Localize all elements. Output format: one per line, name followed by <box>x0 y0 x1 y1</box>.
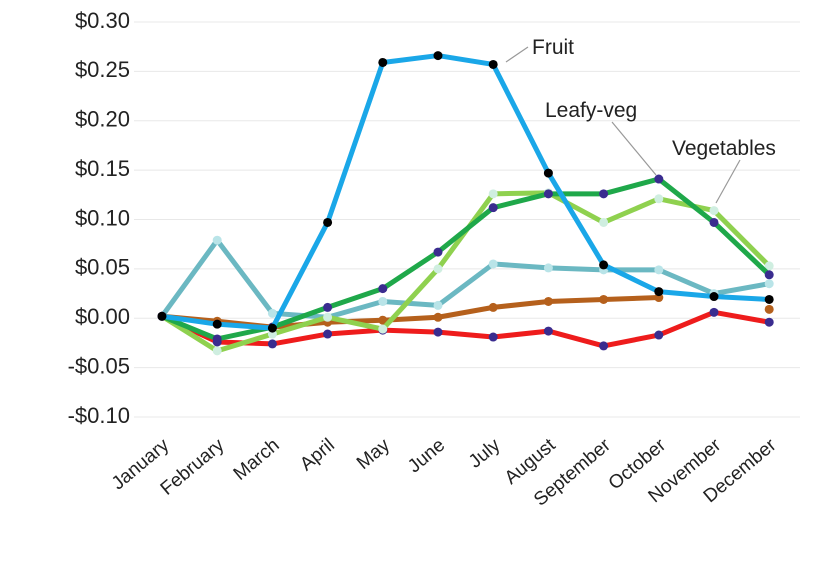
data-point <box>323 329 333 339</box>
y-tick-label: $0.05 <box>75 255 130 280</box>
series-label: Fruit <box>532 36 574 59</box>
series-label: Leafy-veg <box>545 99 637 122</box>
data-point <box>433 300 443 310</box>
y-tick-label: $0.30 <box>75 8 130 33</box>
x-tick-label: April <box>296 435 339 476</box>
data-point <box>654 194 664 204</box>
data-point <box>543 168 553 178</box>
series-line <box>160 309 770 349</box>
data-point <box>709 206 719 216</box>
data-point <box>654 174 664 184</box>
data-point <box>764 279 774 289</box>
x-tick-label: June <box>404 435 449 478</box>
y-tick-label: -$0.05 <box>68 353 130 378</box>
y-tick-label: $0.20 <box>75 107 130 132</box>
data-point <box>764 294 774 304</box>
data-point <box>709 307 719 317</box>
data-point <box>323 217 333 227</box>
data-point <box>654 287 664 297</box>
data-point <box>157 311 167 321</box>
data-point <box>709 217 719 227</box>
data-point <box>709 292 719 302</box>
x-tick-label: May <box>353 434 394 473</box>
series-label: Vegetables <box>672 137 776 160</box>
data-point <box>212 235 222 245</box>
data-point <box>323 302 333 312</box>
data-point <box>654 265 664 275</box>
series-line <box>161 53 770 331</box>
data-point <box>543 296 553 306</box>
series-line <box>162 298 769 328</box>
data-point <box>543 189 553 199</box>
data-point <box>433 51 443 61</box>
y-tick-label: -$0.10 <box>68 403 130 428</box>
data-point <box>654 330 664 340</box>
x-tick-label: July <box>465 434 505 472</box>
data-point <box>599 341 609 351</box>
data-point <box>488 189 498 199</box>
data-point <box>488 259 498 269</box>
leader-line <box>715 159 741 204</box>
data-point <box>488 203 498 213</box>
series-line <box>159 237 770 320</box>
data-point <box>543 263 553 273</box>
data-point <box>267 339 277 349</box>
data-point <box>764 304 774 314</box>
data-point <box>378 284 388 294</box>
leader-line <box>611 121 657 176</box>
data-point <box>764 270 774 280</box>
data-point <box>433 264 443 274</box>
y-tick-label: $0.00 <box>75 304 130 329</box>
data-point <box>378 57 388 67</box>
data-point <box>212 346 222 356</box>
data-point <box>212 334 222 344</box>
y-tick-label: $0.10 <box>75 205 130 230</box>
data-point <box>599 294 609 304</box>
y-tick-label: $0.15 <box>75 156 130 181</box>
data-point <box>323 312 333 322</box>
data-point <box>433 312 443 322</box>
data-point <box>212 319 222 329</box>
data-point <box>543 326 553 336</box>
data-point <box>764 261 774 271</box>
x-tick-label: March <box>230 435 284 485</box>
data-point <box>378 315 388 325</box>
data-point <box>378 296 388 306</box>
data-point <box>267 308 277 318</box>
data-point <box>599 260 609 270</box>
data-point <box>488 332 498 342</box>
data-point <box>433 327 443 337</box>
data-point <box>433 247 443 257</box>
data-point <box>599 217 609 227</box>
data-point <box>488 302 498 312</box>
data-point <box>267 323 277 333</box>
data-point <box>599 189 609 199</box>
data-point <box>764 317 774 327</box>
data-point <box>378 324 388 334</box>
leader-line <box>505 46 529 63</box>
data-point <box>488 59 498 69</box>
y-tick-label: $0.25 <box>75 57 130 82</box>
